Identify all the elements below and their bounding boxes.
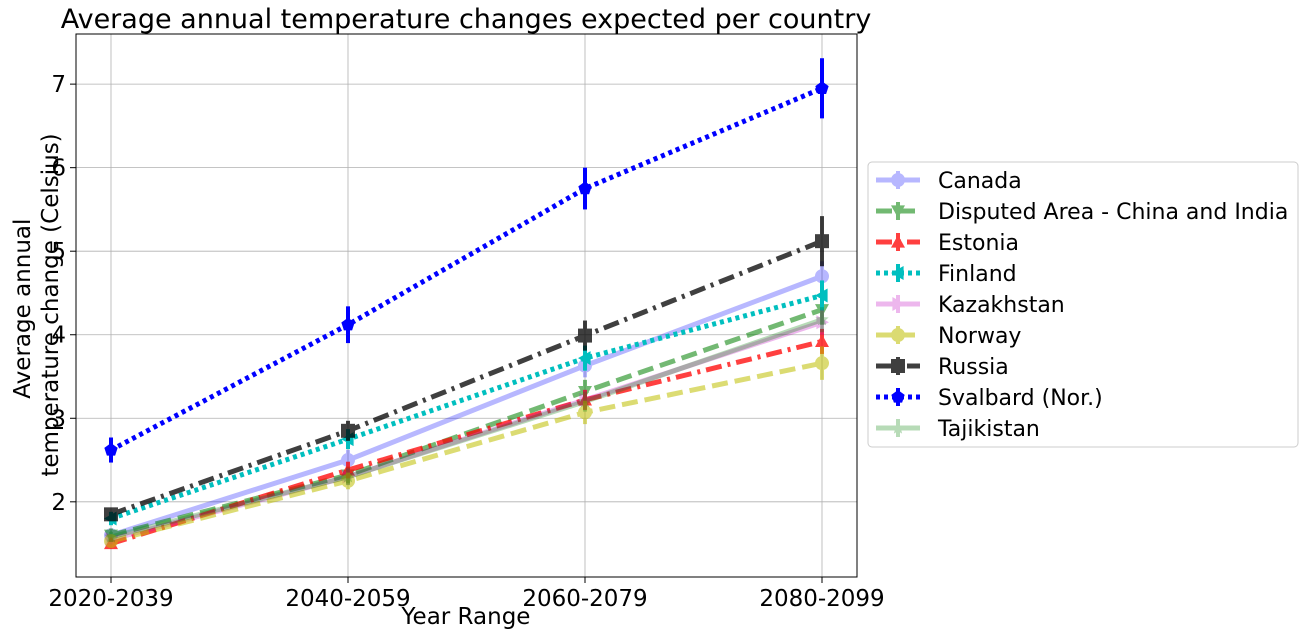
legend-marker	[892, 297, 905, 311]
data-point	[815, 334, 829, 348]
legend-swatch	[876, 388, 920, 406]
legend-swatch	[876, 357, 920, 375]
series-line	[110, 338, 823, 546]
x-tick-label: 2060-2079	[522, 586, 647, 612]
x-tick-label: 2080-2099	[759, 586, 884, 612]
legend-entry: Kazakhstan	[876, 293, 1065, 318]
legend-label: Svalbard (Nor.)	[938, 386, 1103, 411]
legend-marker	[891, 266, 904, 280]
legend-entry: Finland	[876, 262, 1017, 287]
x-axis-label: Year Range	[401, 604, 531, 630]
data-point	[104, 507, 118, 522]
data-point	[341, 469, 355, 483]
y-tick-label: 7	[51, 72, 66, 98]
legend-entry: Disputed Area - China and India	[876, 200, 1288, 225]
legend: Canada Disputed Area - China and India Est…	[867, 161, 1299, 448]
legend-label: Canada	[938, 169, 1022, 194]
legend-frame	[867, 161, 1299, 448]
legend-entry: Russia	[876, 355, 1009, 380]
series-line	[110, 360, 823, 544]
legend-entry: Norway	[876, 324, 1021, 349]
data-point	[579, 392, 592, 407]
legend-swatch	[876, 419, 920, 437]
series-7	[104, 58, 829, 463]
y-tick-label: 5	[51, 239, 66, 265]
legend-entry: Estonia	[876, 231, 1019, 256]
y-tick-label: 2	[51, 490, 66, 516]
legend-swatch	[876, 171, 920, 189]
data-point	[816, 315, 829, 330]
x-tick-label: 2040-2059	[285, 586, 410, 612]
data-point	[341, 463, 355, 476]
data-point	[578, 392, 592, 406]
data-point	[578, 405, 592, 420]
y-tick-label: 4	[51, 323, 66, 349]
y-tick-label: 3	[51, 406, 66, 432]
data-point	[815, 356, 829, 371]
legend-label: Kazakhstan	[938, 293, 1065, 318]
data-point	[104, 534, 118, 549]
plot-series	[104, 58, 829, 550]
series-5	[104, 346, 829, 549]
data-point	[104, 529, 118, 543]
data-point	[341, 317, 355, 331]
chart-title: Average annual temperature changes expec…	[61, 4, 872, 35]
series-line	[110, 317, 823, 540]
data-point	[341, 473, 355, 488]
legend-label: Tajikistan	[937, 417, 1040, 442]
data-point	[815, 81, 829, 94]
y-axis-label-line-1: Average annual	[10, 219, 36, 399]
legend-swatch	[876, 295, 920, 313]
data-point	[578, 351, 591, 366]
data-point	[341, 423, 355, 438]
legend-label: Russia	[938, 355, 1009, 380]
legend-marker	[891, 173, 905, 187]
legend-swatch	[876, 202, 920, 220]
series-line	[110, 273, 823, 538]
data-point	[815, 312, 829, 326]
series-line	[110, 319, 823, 542]
legend-marker	[891, 359, 905, 373]
data-point	[578, 394, 592, 408]
legend-entry: Canada	[876, 169, 1022, 194]
legend-swatch	[876, 326, 920, 344]
legend-swatch	[876, 233, 920, 251]
data-point	[815, 234, 829, 249]
legend-entry: Svalbard (Nor.)	[876, 386, 1103, 411]
grid-lines	[76, 34, 857, 577]
data-point	[341, 453, 355, 468]
data-point	[815, 269, 829, 284]
legend-marker	[891, 421, 905, 434]
legend-marker	[891, 205, 905, 218]
data-point	[578, 181, 592, 195]
legend-label: Disputed Area - China and India	[938, 200, 1288, 225]
series-line	[110, 238, 823, 517]
series-6	[104, 216, 829, 522]
data-point	[104, 443, 118, 456]
series-0	[104, 261, 829, 543]
legend-entry: Tajikistan	[876, 417, 1040, 442]
legend-swatch	[876, 264, 920, 282]
legend-label: Finland	[938, 262, 1017, 287]
y-axis-label-line-2: temperature change (Celsius)	[38, 133, 64, 476]
x-tick-label: 2020-2039	[48, 586, 173, 612]
y-axis-label: Average annual temperature change (Celsi…	[10, 133, 64, 476]
data-point	[815, 288, 828, 303]
data-point	[578, 328, 592, 343]
plot-frame	[75, 33, 858, 578]
series-line	[110, 293, 823, 521]
legend-label: Estonia	[938, 231, 1019, 256]
legend-marker	[891, 390, 905, 403]
series-line	[109, 85, 823, 453]
y-tick-label: 6	[51, 156, 66, 182]
legend-marker	[891, 235, 905, 248]
series-8	[104, 307, 829, 543]
axis-ticks: 2020-2039 2040-2059 2060-2079 2080-2099 2 3 4 5…	[48, 72, 884, 612]
legend-label: Norway	[938, 324, 1021, 349]
legend-marker	[891, 328, 905, 342]
